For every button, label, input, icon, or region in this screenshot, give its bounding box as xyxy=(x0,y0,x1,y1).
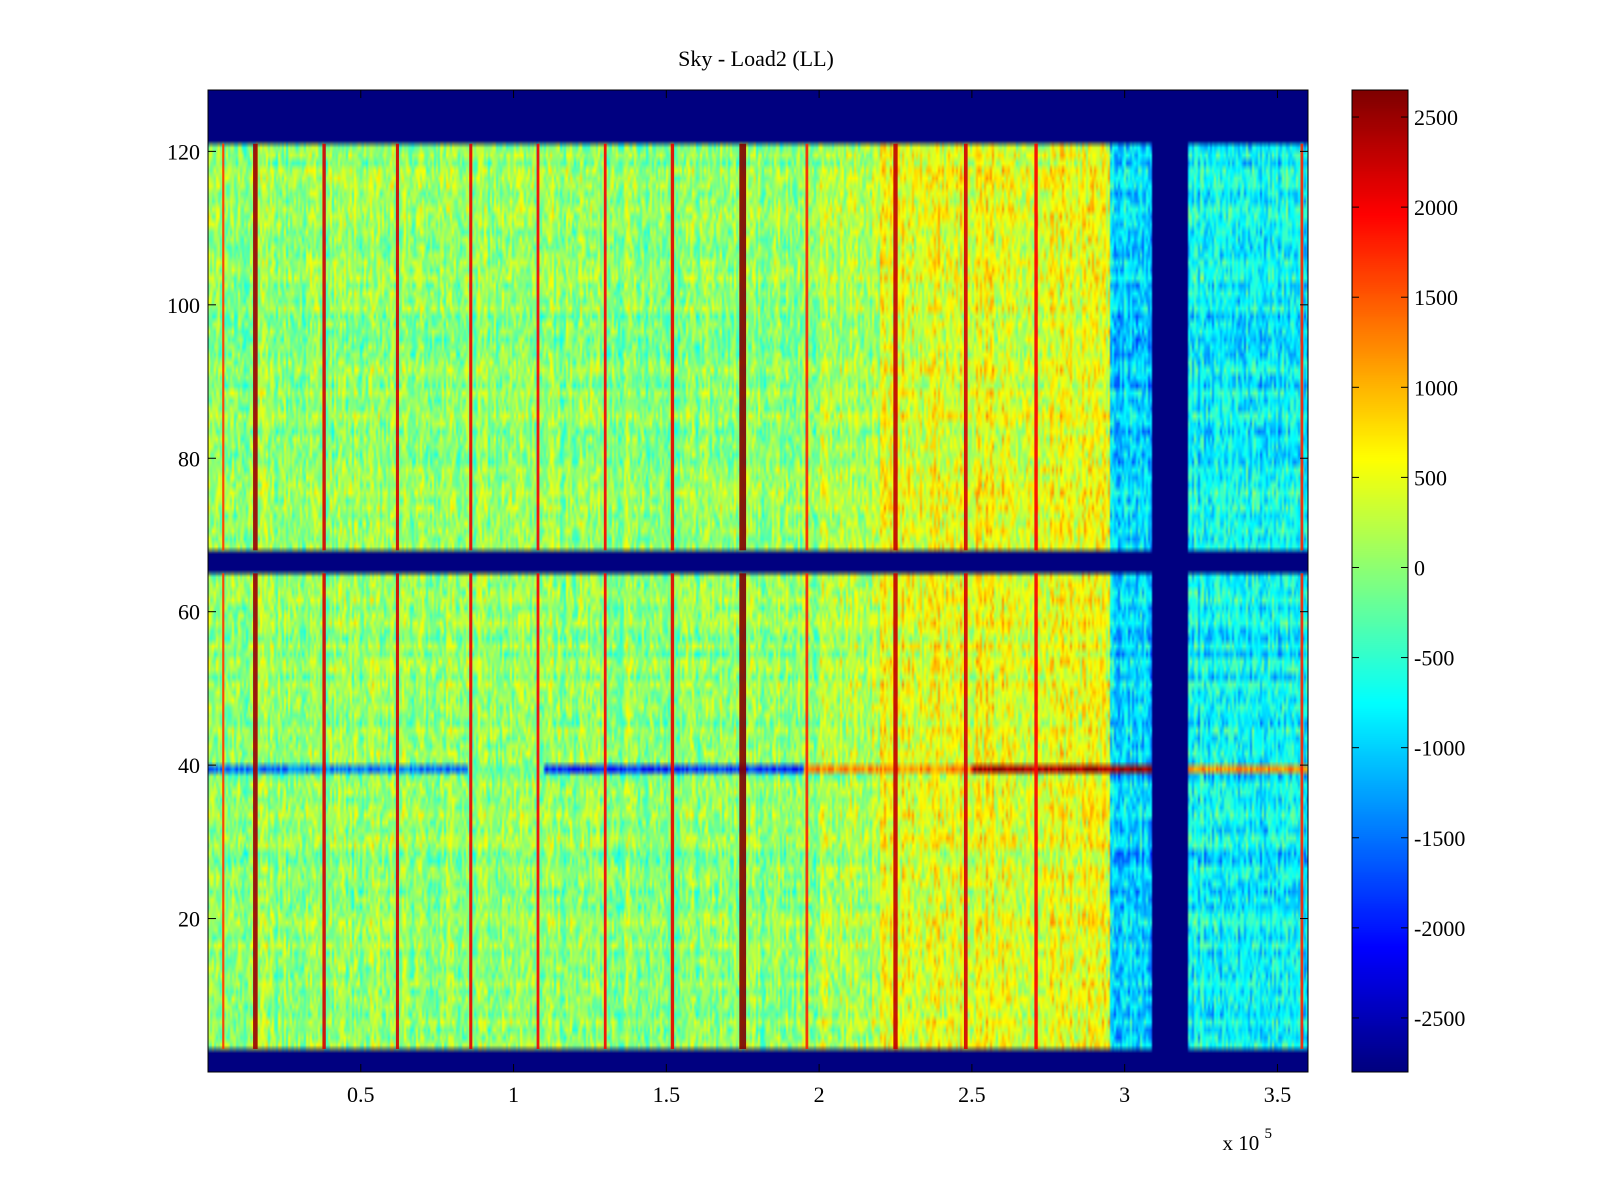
hot-column xyxy=(395,143,399,551)
colorbar-tick-label: 2500 xyxy=(1414,105,1458,130)
hot-column xyxy=(805,573,809,1049)
y-tick-label: 20 xyxy=(178,907,200,932)
x-tick-label: 2 xyxy=(814,1082,825,1107)
x-exponent-base: x 10 xyxy=(1223,1131,1260,1155)
x-tick-label: 0.5 xyxy=(347,1082,375,1107)
hot-column xyxy=(469,573,473,1049)
hot-column xyxy=(739,143,747,551)
chart-title: Sky - Load2 (LL) xyxy=(678,46,834,71)
colorbar-frame xyxy=(1351,89,1409,1073)
hot-column xyxy=(805,143,809,551)
hot-column xyxy=(603,573,607,1049)
plot-frame xyxy=(207,89,1309,1073)
hot-column xyxy=(222,143,225,551)
colorbar-tick-label: -1500 xyxy=(1414,826,1465,851)
x-tick-label: 3.5 xyxy=(1264,1082,1292,1107)
y-axis: 20 40 60 80 100 120 xyxy=(167,139,1308,932)
hot-column xyxy=(253,143,258,551)
y-tick-label: 80 xyxy=(178,446,200,471)
hot-column xyxy=(603,143,607,551)
heatmap-image xyxy=(208,90,1308,1072)
colorbar-tick-label: 500 xyxy=(1414,465,1447,490)
hot-column xyxy=(670,573,675,1049)
hot-column xyxy=(469,143,473,551)
x-axis-exponent: x 10 5 xyxy=(1223,1126,1273,1155)
y-tick-label: 100 xyxy=(167,293,200,318)
y-tick-label: 60 xyxy=(178,600,200,625)
colorbar: 2500 2000 1500 1000 500 0 -500 -1000 -1500 -2000 -… xyxy=(1351,89,1465,1073)
x-tick-label: 1.5 xyxy=(653,1082,681,1107)
colorbar-gradient xyxy=(1352,90,1408,1072)
hot-column xyxy=(739,573,747,1049)
hot-column xyxy=(536,143,540,551)
y-tick-label: 120 xyxy=(167,139,200,164)
colorbar-tick-label: 1500 xyxy=(1414,285,1458,310)
hot-column xyxy=(222,573,225,1049)
colorbar-ticks: 2500 2000 1500 1000 500 0 -500 -1000 -1500 -2000 -… xyxy=(1352,105,1465,1031)
hot-column xyxy=(1300,573,1304,1049)
colorbar-tick-label: -500 xyxy=(1414,646,1454,671)
colorbar-tick-label: -2000 xyxy=(1414,916,1465,941)
colorbar-tick-label: -1000 xyxy=(1414,736,1465,761)
colorbar-tick-label: 0 xyxy=(1414,555,1425,580)
y-tick-label: 40 xyxy=(178,753,200,778)
x-tick-label: 2.5 xyxy=(958,1082,986,1107)
hot-column xyxy=(322,573,326,1049)
hot-column xyxy=(253,573,258,1049)
hot-column xyxy=(395,573,399,1049)
hot-column xyxy=(1300,143,1304,551)
hot-column xyxy=(963,143,968,551)
hot-column xyxy=(963,573,968,1049)
colorbar-tick-label: 2000 xyxy=(1414,195,1458,220)
hot-column xyxy=(1034,573,1038,1049)
x-axis: 0.5 1 1.5 2 2.5 3 3.5 xyxy=(347,90,1291,1107)
hot-column xyxy=(1034,143,1038,551)
hot-column xyxy=(893,143,898,551)
masked-bands xyxy=(222,143,1304,1049)
colorbar-tick-label: -2500 xyxy=(1414,1006,1465,1031)
x-tick-label: 3 xyxy=(1119,1082,1130,1107)
x-tick-label: 1 xyxy=(508,1082,519,1107)
x-exponent-power: 5 xyxy=(1265,1126,1273,1142)
hot-column xyxy=(893,573,898,1049)
hot-column xyxy=(536,573,540,1049)
hot-column xyxy=(322,143,326,551)
plot-area: 0.5 1 1.5 2 2.5 3 3.5 20 40 60 80 100 120 xyxy=(167,89,1309,1107)
colorbar-tick-label: 1000 xyxy=(1414,375,1458,400)
hot-column xyxy=(670,143,675,551)
